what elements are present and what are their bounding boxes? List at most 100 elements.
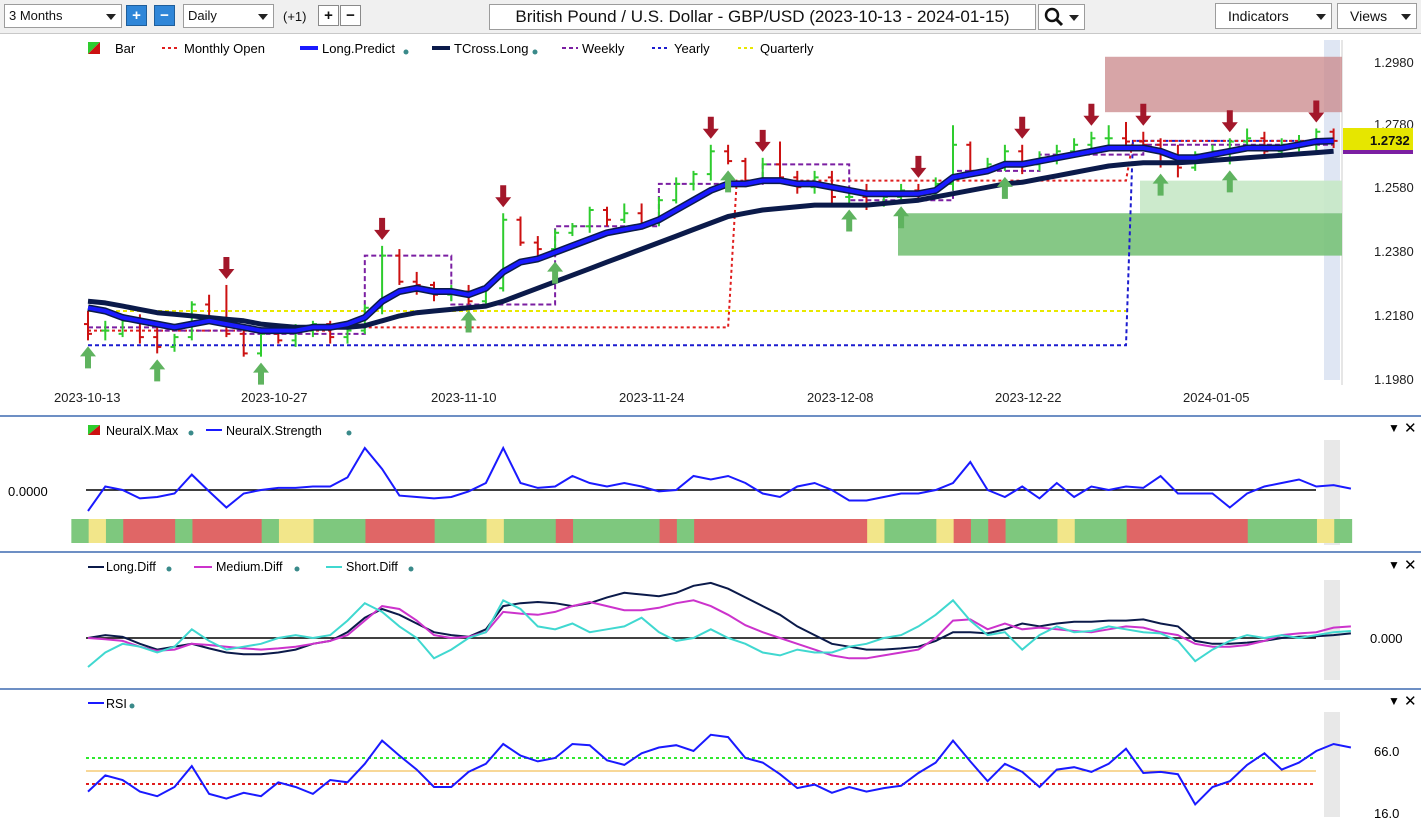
period-select[interactable]: 3 Months: [4, 4, 122, 28]
future-shade-rsi: [1324, 712, 1340, 817]
legend-medium-diff: Medium.Diff: [216, 560, 283, 574]
neural-state-cell: [469, 519, 488, 543]
settings-dot-icon[interactable]: [129, 703, 135, 709]
neural-strength-path: [87, 445, 1352, 512]
neural-state-cell: [278, 519, 297, 543]
settings-dot-icon[interactable]: [346, 430, 352, 436]
sell-signal-arrow-icon: [495, 185, 512, 208]
close-icon[interactable]: ✕: [1404, 557, 1417, 574]
settings-dot-icon[interactable]: [294, 566, 300, 572]
neural-state-cell: [1092, 519, 1110, 543]
neural-state-cell: [123, 519, 142, 543]
neural-state-cell: [538, 519, 557, 543]
settings-dot-icon[interactable]: [408, 566, 414, 572]
sell-signal-arrow-icon: [374, 217, 391, 240]
short-diff-path: [87, 598, 1351, 668]
neural-state-cell: [157, 519, 176, 543]
neural-state-cell: [988, 519, 1007, 543]
legend-tcross-long: TCross.Long: [454, 41, 528, 56]
views-button[interactable]: Views: [1337, 3, 1417, 29]
neural-state-cell: [88, 519, 107, 543]
neural-state-cell: [919, 519, 937, 543]
neural-state-cell: [400, 519, 418, 543]
buy-signal-arrow-icon: [460, 310, 477, 333]
date-tick: 2024-01-05: [1183, 390, 1250, 405]
interval-select[interactable]: Daily: [183, 4, 274, 28]
sell-signal-arrow-icon: [754, 129, 771, 152]
neural-max-swatch: [88, 425, 100, 435]
neural-state-cell: [227, 519, 245, 543]
date-tick: 2023-11-10: [431, 390, 497, 405]
indicators-button[interactable]: Indicators: [1215, 3, 1332, 29]
neural-state-cell: [1040, 519, 1059, 543]
buy-signal-arrow-icon: [893, 206, 910, 229]
search-button[interactable]: [1038, 4, 1085, 30]
legend-long-predict: Long.Predict: [322, 41, 395, 56]
neural-state-cell: [1195, 519, 1214, 543]
neural-state-cell: [140, 519, 159, 543]
long-diff-path: [87, 581, 1351, 656]
neural-state-cell: [382, 519, 401, 543]
neural-state-cell: [71, 519, 90, 543]
close-icon[interactable]: ✕: [1404, 420, 1417, 437]
neural-state-cell: [1161, 519, 1180, 543]
chevron-down-icon: [1401, 14, 1411, 20]
price-tick: 1.2580: [1374, 180, 1414, 195]
price-tick: 1.2980: [1374, 55, 1414, 70]
neural-state-cell: [936, 519, 955, 543]
settings-dot-icon[interactable]: [532, 49, 538, 55]
neural-state-cell: [1213, 519, 1232, 543]
neural-state-cell: [1022, 519, 1041, 543]
neural-state-cell: [175, 519, 194, 543]
neural-state-cell: [1247, 519, 1266, 543]
neural-state-cell: [434, 519, 453, 543]
chart-area[interactable]: Bar Monthly Open Long.Predict TCross.Lon…: [0, 34, 1421, 822]
panel-collapse-icon[interactable]: ▼: [1388, 694, 1400, 708]
panel-collapse-icon[interactable]: ▼: [1388, 558, 1400, 572]
settings-dot-icon[interactable]: [166, 566, 172, 572]
neural-state-cell: [867, 519, 886, 543]
settings-dot-icon[interactable]: [403, 49, 409, 55]
remove-offset-button[interactable]: −: [340, 5, 361, 26]
neural-state-cell: [590, 519, 609, 543]
chevron-down-icon: [1069, 15, 1079, 21]
legend-neuralx-strength: NeuralX.Strength: [226, 424, 322, 438]
neural-state-cell: [451, 519, 470, 543]
rsi-tick: 66.0: [1374, 744, 1399, 759]
buy-signal-arrow-icon: [996, 176, 1013, 199]
chevron-down-icon: [1316, 14, 1326, 20]
sell-signal-arrow-icon: [1135, 103, 1152, 126]
long-predict-line: [87, 138, 1334, 333]
neural-state-cell: [296, 519, 315, 543]
sell-signal-arrow-icon: [702, 116, 719, 139]
zoom-in-button[interactable]: +: [126, 5, 147, 26]
zoom-out-button[interactable]: −: [154, 5, 175, 26]
date-tick: 2023-10-13: [54, 390, 121, 405]
add-offset-button[interactable]: +: [318, 5, 339, 26]
date-axis: 2023-10-13 2023-10-27 2023-11-10 2023-11…: [54, 390, 1250, 405]
panel-collapse-icon[interactable]: ▼: [1388, 421, 1400, 435]
medium-diff-path: [87, 599, 1351, 660]
neural-state-cell: [365, 519, 384, 543]
instrument-title-field[interactable]: British Pound / U.S. Dollar - GBP/USD (2…: [489, 4, 1036, 30]
neural-state-cell: [1265, 519, 1283, 543]
support-resistance-zones: [898, 56, 1342, 256]
price-tick: 1.2180: [1374, 308, 1414, 323]
neural-state-cell: [832, 519, 851, 543]
settings-dot-icon[interactable]: [188, 430, 194, 436]
main-legend: Bar Monthly Open Long.Predict TCross.Lon…: [88, 41, 814, 56]
toolbar: 3 Months + − Daily (+1) + − British Poun…: [0, 0, 1421, 34]
neural-state-cell: [1178, 519, 1197, 543]
support-zone: [1140, 180, 1342, 214]
neural-state-cell: [330, 519, 349, 543]
close-icon[interactable]: ✕: [1404, 693, 1417, 710]
rsi-legend: RSI: [88, 697, 135, 711]
date-tick: 2023-12-08: [807, 390, 874, 405]
search-icon: [1044, 7, 1064, 27]
current-price-tag-underline: [1343, 150, 1413, 154]
neural-state-cell: [780, 519, 799, 543]
interval-select-value: Daily: [188, 8, 217, 23]
neural-state-cell: [417, 519, 436, 543]
neural-state-cell: [1005, 519, 1024, 543]
neural-state-strip: [71, 519, 1353, 543]
